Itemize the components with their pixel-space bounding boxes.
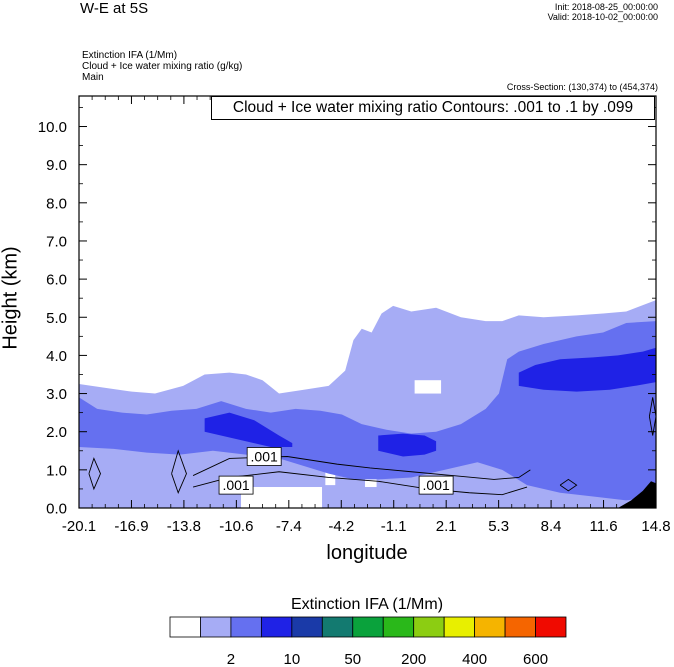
y-tick-label: 4.0 xyxy=(46,348,67,365)
colorbar-label: 10 xyxy=(284,651,301,667)
y-tick-label: 1.0 xyxy=(46,462,67,479)
variable-line-3: Main xyxy=(82,72,104,83)
y-axis-label: Height (km) xyxy=(0,246,22,350)
colorbar-label: 2 xyxy=(227,651,235,667)
colorbar-label: 600 xyxy=(523,651,548,667)
plot-title: W-E at 5S xyxy=(80,0,149,17)
colorbar-label: 400 xyxy=(462,651,487,667)
variable-line-2: Cloud + Ice water mixing ratio (g/kg) xyxy=(82,61,243,72)
x-tick-label: 8.4 xyxy=(541,518,562,535)
valid-time: Valid: 2018-10-02_00:00:00 xyxy=(547,12,658,22)
y-tick-label: 9.0 xyxy=(46,157,67,174)
y-tick-label: 0.0 xyxy=(46,501,67,518)
colorbar-swatch xyxy=(200,616,232,638)
extinction-level-1-gap-4 xyxy=(414,380,442,394)
colorbar-swatch xyxy=(260,616,293,638)
colorbar-swatch xyxy=(321,616,354,638)
contour-info-box: Cloud + Ice water mixing ratio Contours:… xyxy=(211,96,655,120)
contour-label: .001 xyxy=(222,477,249,493)
colorbar-swatch xyxy=(352,616,384,638)
plot-area: .001.001.001 xyxy=(79,96,656,508)
x-tick-label: -4.2 xyxy=(328,518,354,535)
contour-label-box xyxy=(246,447,282,466)
colorbar-swatch xyxy=(443,616,476,638)
x-tick-label: 5.3 xyxy=(488,518,509,535)
contour-line xyxy=(88,457,101,491)
x-tick-label: -20.1 xyxy=(62,518,96,535)
cross-section-label: Cross-Section: (130,374) to (454,374) xyxy=(506,82,658,92)
colorbar-label: 50 xyxy=(344,651,361,667)
contour-label: .001 xyxy=(422,477,449,493)
extinction-level-2 xyxy=(79,321,656,501)
y-tick-label: 10.0 xyxy=(38,119,67,136)
y-tick-label: 2.0 xyxy=(46,424,67,441)
contour-label-box xyxy=(418,475,454,495)
extinction-level-3c xyxy=(378,433,437,457)
colorbar-swatch xyxy=(535,616,567,638)
extinction-level-3 xyxy=(518,347,656,392)
extinction-level-3b xyxy=(204,412,293,447)
x-tick-label: -10.6 xyxy=(219,518,253,535)
colorbar-swatch xyxy=(382,616,415,638)
colorbar-swatch xyxy=(291,616,323,638)
x-tick-label: -1.1 xyxy=(381,518,407,535)
contour-label: .001 xyxy=(251,449,278,465)
terrain-fill xyxy=(617,481,656,508)
contour-label-box xyxy=(218,475,254,495)
x-tick-label: -16.9 xyxy=(114,518,148,535)
y-tick-label: 8.0 xyxy=(46,195,67,212)
colorbar-swatch xyxy=(474,616,506,638)
variable-line-1: Extinction IFA (1/Mm) xyxy=(82,50,178,61)
extinction-level-1-gap-0 xyxy=(241,487,323,508)
y-tick-label: 5.0 xyxy=(46,310,67,327)
contour-line xyxy=(559,478,578,492)
contour-line xyxy=(192,471,528,496)
y-tick-label: 7.0 xyxy=(46,233,67,250)
variable-list: Extinction IFA (1/Mm) Cloud + Ice water … xyxy=(82,50,242,83)
colorbar-swatch xyxy=(504,616,536,638)
contour-line xyxy=(648,397,656,436)
init-time: Init: 2018-08-25_00:00:00 xyxy=(554,2,658,12)
x-tick-label: -13.8 xyxy=(167,518,201,535)
colorbar-label: 200 xyxy=(401,651,426,667)
x-tick-label: 2.1 xyxy=(436,518,457,535)
colorbar-swatch xyxy=(413,616,445,638)
x-axis-label: longitude xyxy=(326,542,408,564)
contour-line xyxy=(171,449,187,494)
x-tick-label: -7.4 xyxy=(276,518,302,535)
x-tick-label: 11.6 xyxy=(589,518,617,535)
x-tick-label: 14.8 xyxy=(641,518,670,535)
y-tick-label: 6.0 xyxy=(46,272,67,289)
colorbar-swatch xyxy=(169,616,201,638)
colorbar-swatch xyxy=(230,616,262,638)
colorbar-title: Extinction IFA (1/Mm) xyxy=(290,596,444,613)
y-tick-label: 3.0 xyxy=(46,386,67,403)
extinction-level-1-gap-1 xyxy=(325,467,336,486)
